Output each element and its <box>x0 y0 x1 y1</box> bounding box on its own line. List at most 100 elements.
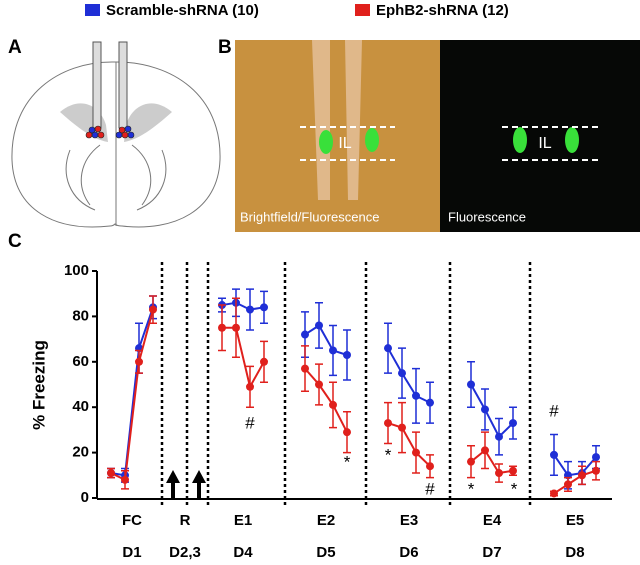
x-day-label: D5 <box>316 544 335 561</box>
y-tick-label: 80 <box>72 307 89 324</box>
data-point <box>495 432 503 441</box>
fluorescence-image <box>440 40 640 232</box>
x-group-label: E4 <box>483 512 502 529</box>
panel-label: B <box>218 37 232 58</box>
series-line <box>387 347 431 404</box>
data-point <box>315 321 323 330</box>
x-day-label: D6 <box>399 544 418 561</box>
x-day-label: D2,3 <box>169 544 201 561</box>
data-point <box>329 400 337 409</box>
legend-swatch <box>355 4 370 16</box>
region-label: IL <box>538 135 551 152</box>
data-point <box>329 346 337 355</box>
x-group-label: R <box>180 512 191 529</box>
data-point <box>343 428 351 437</box>
data-point <box>315 380 323 389</box>
image-caption: Brightfield/Fluorescence <box>240 209 379 224</box>
fluorescence-spots <box>319 127 579 154</box>
x-group-label: E2 <box>317 512 335 529</box>
data-point <box>467 457 475 466</box>
data-point <box>550 450 558 459</box>
data-point <box>121 475 129 484</box>
series-line <box>553 454 597 477</box>
data-point <box>550 489 558 498</box>
data-point <box>232 323 240 332</box>
data-point <box>467 380 475 389</box>
series-line <box>387 422 431 467</box>
data-point <box>260 357 268 366</box>
y-axis-label: % Freezing <box>29 340 48 430</box>
y-tick-label: 100 <box>64 262 89 279</box>
data-point <box>301 364 309 373</box>
data-point <box>246 382 254 391</box>
data-point <box>218 323 226 332</box>
data-point <box>149 305 157 314</box>
data-point <box>426 398 434 407</box>
significance-mark: * <box>511 479 518 498</box>
series-line <box>470 384 514 439</box>
data-point <box>412 391 420 400</box>
x-day-label: D8 <box>565 544 584 561</box>
il-boundary <box>300 126 598 161</box>
data-point <box>246 305 254 314</box>
data-point <box>135 357 143 366</box>
region-label: IL <box>338 135 351 152</box>
significance-mark: # <box>245 413 255 432</box>
data-point <box>509 419 517 428</box>
data-point <box>592 466 600 475</box>
legend-swatch <box>85 4 100 16</box>
data-point <box>398 369 406 378</box>
series-line <box>110 306 154 477</box>
session-dividers <box>160 262 532 505</box>
data-point <box>384 344 392 353</box>
data-point <box>481 405 489 414</box>
series-line <box>304 367 348 433</box>
series-line <box>222 326 265 390</box>
data-point <box>495 469 503 478</box>
x-group-label: E1 <box>234 512 252 529</box>
y-tick-label: 0 <box>81 489 89 506</box>
data-point <box>592 453 600 462</box>
data-point <box>301 330 309 339</box>
brightfield-image <box>235 40 440 232</box>
series-line <box>221 301 265 311</box>
data-point <box>564 480 572 489</box>
series-line <box>470 448 514 475</box>
x-group-label: E3 <box>400 512 418 529</box>
y-tick-label: 40 <box>72 398 89 415</box>
data-point <box>260 303 268 312</box>
significance-mark: # <box>549 401 559 420</box>
x-day-label: D7 <box>482 544 501 561</box>
y-tick-label: 60 <box>72 353 89 370</box>
legend-label: EphB2-shRNA (12) <box>376 2 509 19</box>
data-point <box>398 423 406 432</box>
data-point <box>426 462 434 471</box>
x-day-label: D4 <box>233 544 253 561</box>
injection-sites <box>85 125 135 139</box>
data-point <box>578 471 586 480</box>
x-day-label: D1 <box>122 544 141 561</box>
cannula <box>92 41 102 129</box>
data-point <box>107 469 115 478</box>
y-tick-label: 20 <box>72 444 89 461</box>
significance-mark: * <box>468 479 475 498</box>
brain-diagram <box>11 61 221 228</box>
x-group-label: FC <box>122 512 142 529</box>
series-line <box>110 309 154 482</box>
data-point <box>509 466 517 475</box>
x-group-label: E5 <box>566 512 584 529</box>
series-line <box>553 469 597 495</box>
significance-mark: * <box>344 452 351 471</box>
panel-label: A <box>8 37 22 58</box>
series-line <box>304 324 348 356</box>
data-point <box>384 419 392 428</box>
retrieval-arrows <box>166 470 206 498</box>
panel-label: C <box>8 231 22 252</box>
image-caption: Fluorescence <box>448 209 526 224</box>
cannula <box>118 41 128 129</box>
data-point <box>343 350 351 359</box>
data-point <box>481 446 489 455</box>
significance-mark: # <box>425 479 435 498</box>
data-point <box>412 448 420 457</box>
